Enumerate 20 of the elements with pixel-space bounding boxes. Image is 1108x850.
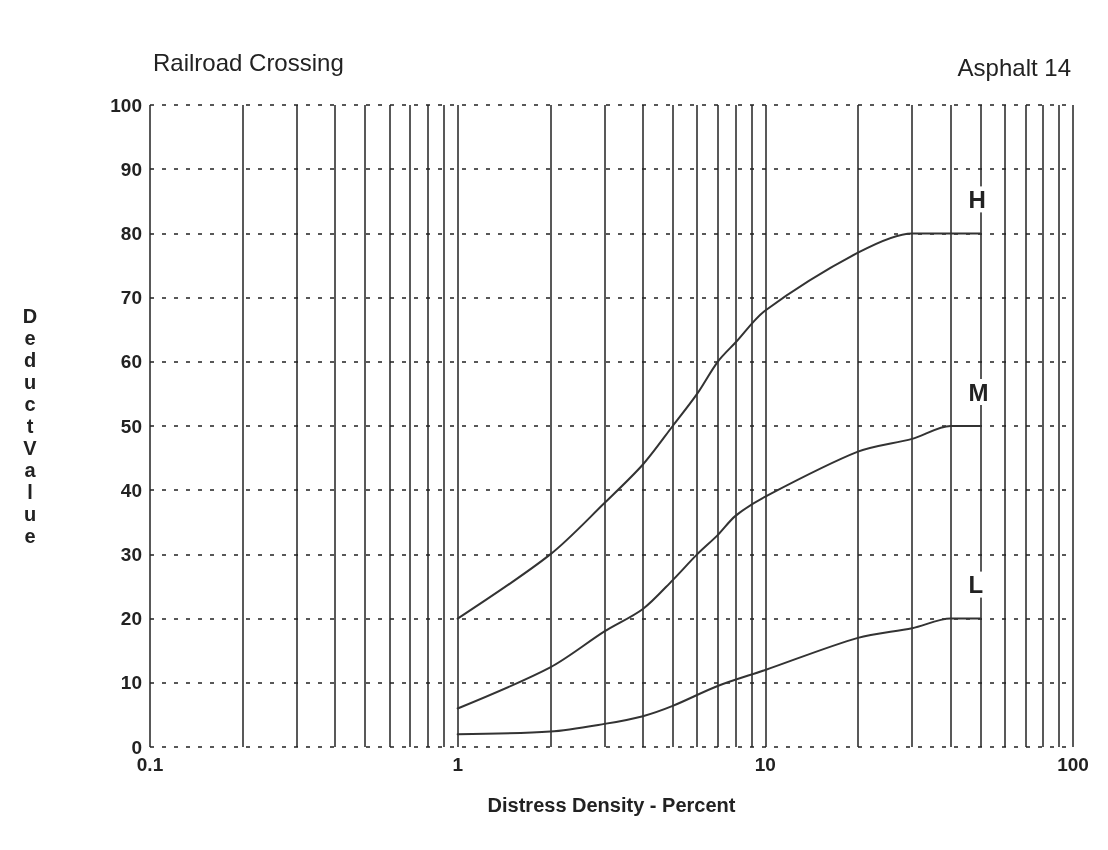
chart-subtitle: Asphalt 14	[957, 53, 1072, 81]
series-label: M	[968, 378, 989, 406]
y-tick-label: 10	[120, 672, 142, 694]
x-tick-label: 100	[1057, 754, 1089, 775]
series-label: H	[968, 185, 986, 213]
x-tick-label: 10	[754, 754, 776, 775]
chart-title: Railroad Crossing	[153, 48, 344, 76]
y-tick-label: 90	[120, 158, 142, 180]
x-axis-title: Distress Density - Percent	[487, 794, 736, 816]
y-tick-label: 70	[120, 287, 142, 309]
text: Deduct Value	[22, 305, 38, 547]
y-tick-label: 30	[120, 543, 142, 565]
series-label: L	[968, 571, 984, 599]
y-tick-label: 80	[120, 222, 142, 244]
y-tick-label: 40	[120, 479, 142, 501]
x-tick-label: 1	[452, 754, 464, 775]
y-tick-label: 60	[120, 351, 142, 373]
y-tick-label: 50	[120, 415, 142, 437]
y-tick-label: 100	[110, 94, 142, 116]
y-tick-label: 20	[120, 608, 142, 630]
